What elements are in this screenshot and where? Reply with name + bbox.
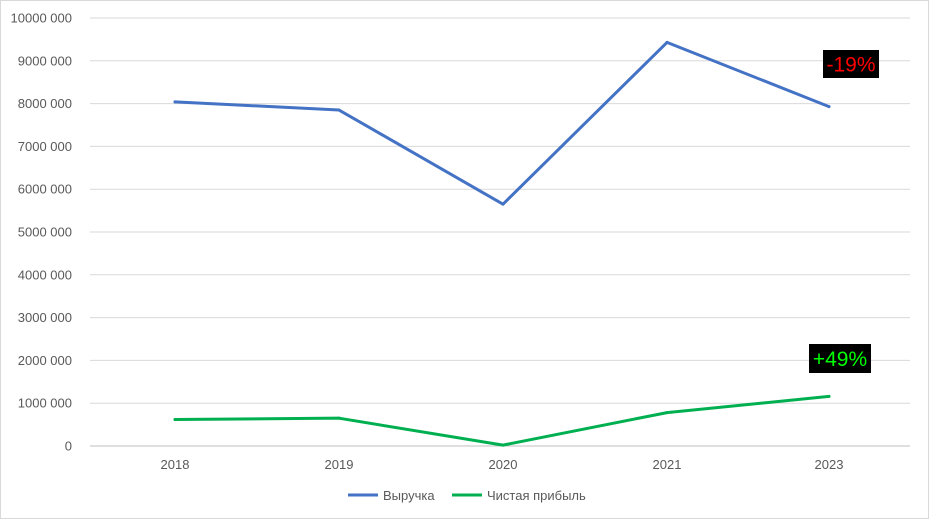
x-tick-label: 2023: [815, 457, 844, 472]
y-tick-label: 9000 000: [18, 53, 72, 68]
y-tick-label: 10000 000: [11, 11, 72, 26]
y-tick-label: 0: [65, 439, 72, 454]
legend-label: Чистая прибыль: [487, 488, 586, 503]
annotations: -19% +49%: [809, 50, 879, 373]
data-point: [827, 105, 831, 109]
revenue-change-annotation: -19%: [826, 54, 875, 77]
x-tick-label: 2018: [161, 457, 190, 472]
gridlines: [90, 17, 910, 447]
data-point: [173, 417, 177, 421]
x-tick-label: 2019: [325, 457, 354, 472]
y-tick-label: 1000 000: [18, 396, 72, 411]
y-tick-label: 3000 000: [18, 310, 72, 325]
y-tick-label: 4000 000: [18, 267, 72, 282]
profit-change-annotation: +49%: [813, 348, 867, 371]
data-point: [173, 100, 177, 104]
y-tick-label: 6000 000: [18, 182, 72, 197]
data-point: [337, 416, 341, 420]
x-tick-label: 2020: [489, 457, 518, 472]
data-point: [827, 394, 831, 398]
data-point: [501, 443, 505, 447]
data-point: [337, 108, 341, 112]
axes: 0 1000 000 2000 000 3000 000 4000 000 5000 00…: [11, 11, 844, 473]
annotation-box: [809, 344, 871, 373]
y-tick-label: 7000 000: [18, 139, 72, 154]
data-point: [665, 40, 669, 44]
series-line-revenue: [173, 40, 831, 206]
legend: Выручка Чистая прибыль: [348, 488, 586, 503]
legend-label: Выручка: [383, 488, 435, 503]
y-tick-label: 5000 000: [18, 225, 72, 240]
series-lines: [173, 40, 831, 447]
data-point: [665, 411, 669, 415]
annotation-box: [823, 50, 879, 78]
x-tick-label: 2021: [653, 457, 682, 472]
y-tick-label: 8000 000: [18, 96, 72, 111]
y-tick-label: 2000 000: [18, 353, 72, 368]
data-point: [501, 202, 505, 206]
